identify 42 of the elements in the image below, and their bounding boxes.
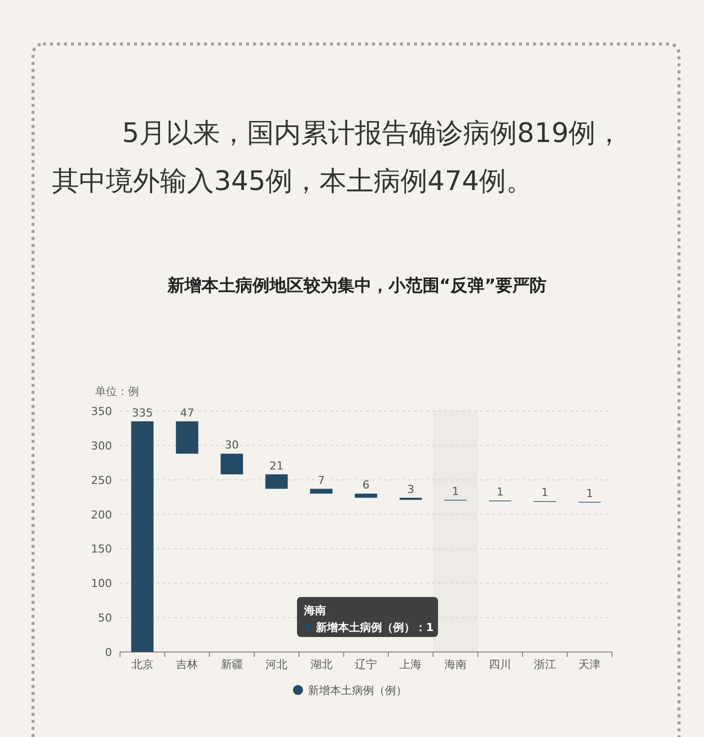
x-tick-label: 上海	[400, 658, 422, 671]
chart-title: 新增本土病例地区较为集中，小范围“反弹”要严防	[166, 276, 547, 296]
data-label: 47	[180, 406, 194, 420]
legend-label: 新增本土病例（例）	[308, 684, 407, 697]
x-tick-label: 浙江	[534, 658, 556, 671]
bar	[265, 474, 288, 489]
data-label: 1	[586, 486, 594, 500]
data-label: 3	[407, 482, 414, 496]
y-tick-label: 100	[91, 577, 112, 590]
y-tick-label: 0	[105, 646, 112, 659]
y-tick-label: 200	[91, 508, 112, 522]
x-tick-label: 吉林	[176, 658, 198, 671]
data-label: 335	[132, 406, 153, 420]
bar	[131, 421, 154, 652]
x-tick-label: 新疆	[220, 658, 243, 671]
data-label: 6	[362, 478, 370, 492]
y-tick-label: 350	[91, 405, 112, 418]
x-tick-label: 四川	[489, 658, 512, 671]
y-tick-label: 150	[91, 542, 112, 556]
x-tick-label: 湖北	[310, 658, 332, 671]
annotation: 新增本土病例（例）：1	[315, 621, 434, 634]
y-tick-label: 250	[91, 474, 112, 487]
y-tick-label: 300	[91, 439, 112, 452]
x-tick-label: 天津	[578, 658, 601, 671]
bar	[176, 421, 198, 454]
x-tick-label: 北京	[131, 658, 154, 671]
text: 5月以来，国内累计报告确诊病例819例，其中境外输入345例，本土病例474例。	[52, 118, 623, 197]
annotation: 海南	[303, 604, 326, 617]
x-tick-label: 海南	[444, 658, 466, 671]
x-tick-label: 辽宁	[355, 658, 377, 671]
bar	[354, 494, 378, 498]
data-label: 7	[318, 474, 325, 487]
bar	[220, 454, 243, 474]
data-label: 1	[496, 486, 504, 499]
bar	[310, 488, 332, 494]
x-tick-label: 河北	[266, 658, 288, 671]
y-axis-title: 单位：例	[95, 385, 139, 398]
data-label: 1	[541, 486, 548, 500]
data-label: 21	[270, 459, 284, 472]
data-label: 30	[224, 438, 239, 452]
data-label: 1	[452, 484, 459, 498]
y-tick-label: 50	[98, 612, 112, 625]
